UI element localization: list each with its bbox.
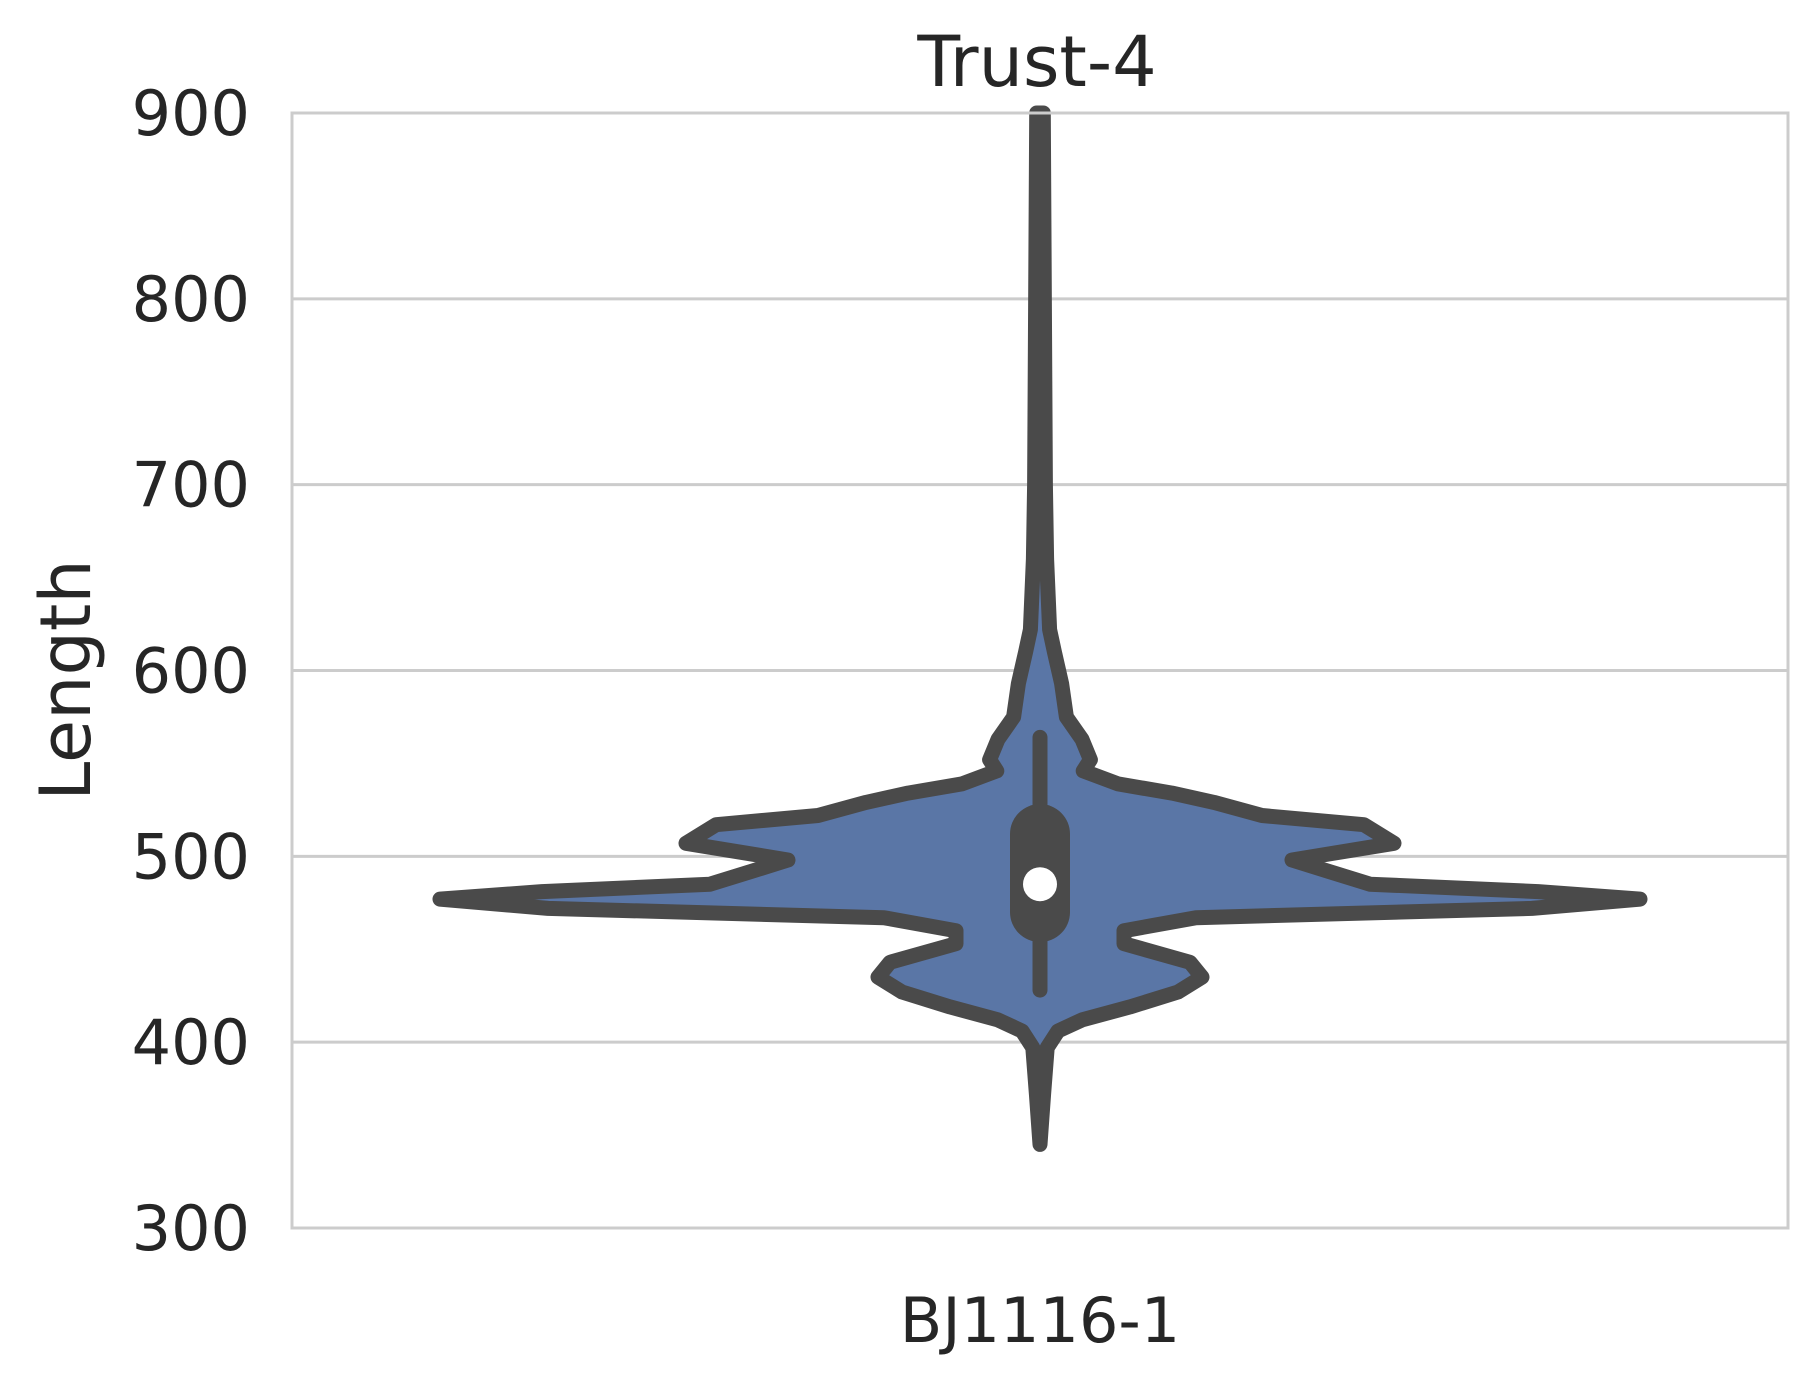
y-tick-label: 500 [132, 820, 250, 893]
y-tick-label: 700 [132, 449, 250, 522]
frame-layer [290, 111, 1790, 1230]
chart-title: Trust-4 [916, 21, 1156, 103]
tick-layer: 300 400 500 600 700 800 900 BJ1116-1 [132, 77, 1181, 1357]
y-tick-label: 300 [132, 1192, 250, 1265]
y-tick-label: 600 [132, 635, 250, 708]
violin-layer [432, 105, 1648, 1152]
y-tick-label: 800 [132, 263, 250, 336]
x-tick-label: BJ1116-1 [900, 1284, 1180, 1357]
violin-median-point [1023, 867, 1057, 902]
y-tick-label: 900 [132, 77, 250, 150]
y-tick-label: 400 [132, 1006, 250, 1079]
plot-frame [290, 111, 1790, 1230]
y-axis-label: Length [25, 559, 107, 800]
